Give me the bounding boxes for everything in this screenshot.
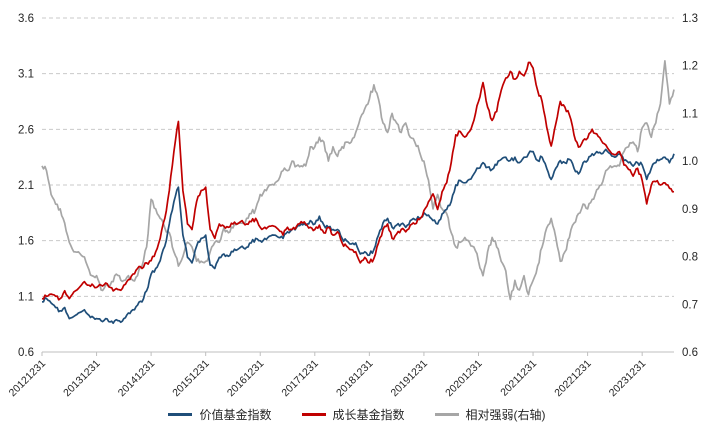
right-axis-tick-label: 0.7	[682, 299, 698, 311]
right-axis-tick-label: 0.6	[682, 347, 698, 359]
left-axis-tick-label: 1.1	[18, 291, 34, 303]
right-axis-tick-label: 0.8	[682, 252, 698, 264]
left-axis-tick-label: 3.6	[18, 13, 34, 25]
right-axis-tick-label: 1.1	[682, 108, 698, 120]
chart-legend: 价值基金指数 成长基金指数 相对强弱(右轴)	[0, 406, 714, 423]
legend-item-growth-fund-index: 成长基金指数	[301, 406, 405, 423]
x-axis-tick-label: 20231231	[607, 358, 649, 400]
legend-label-value-fund: 价值基金指数	[199, 408, 272, 422]
x-axis-tick-label: 20201231	[443, 358, 485, 400]
legend-item-value-fund-index: 价值基金指数	[168, 406, 272, 423]
legend-label-relative-strength: 相对强弱(右轴)	[465, 408, 546, 422]
right-axis-tick-label: 1.0	[682, 156, 698, 168]
relative-strength-line	[41, 60, 675, 301]
x-axis-tick-label: 20161231	[225, 358, 267, 400]
right-axis-tick-label: 1.2	[682, 61, 698, 73]
left-axis-tick-label: 1.6	[18, 236, 34, 248]
x-axis-tick-label: 20181231	[334, 358, 376, 400]
x-axis-tick-label: 20141231	[116, 358, 158, 400]
relative-strength-line-swatch	[434, 413, 459, 416]
left-axis-tick-label: 2.1	[18, 180, 34, 192]
x-axis-tick-label: 20121231	[7, 358, 49, 400]
left-axis-tick-label: 2.6	[18, 124, 34, 136]
legend-item-relative-strength: 相对强弱(右轴)	[434, 406, 546, 423]
right-axis-tick-label: 1.3	[682, 13, 698, 25]
growth-fund-line	[41, 61, 675, 301]
x-axis-tick-label: 20171231	[279, 358, 321, 400]
x-axis-tick-label: 20131231	[61, 358, 103, 400]
x-axis-tick-label: 20191231	[389, 358, 431, 400]
right-axis-tick-label: 0.9	[682, 204, 698, 216]
legend-label-growth-fund: 成长基金指数	[332, 408, 405, 422]
left-axis-tick-label: 3.1	[18, 69, 34, 81]
left-axis-tick-label: 0.6	[18, 347, 34, 359]
x-axis-tick-label: 20151231	[170, 358, 212, 400]
value-fund-line	[41, 148, 675, 325]
growth-fund-line-swatch	[301, 413, 326, 416]
x-axis-tick-label: 20221231	[552, 358, 594, 400]
value-fund-line-swatch	[168, 413, 193, 416]
x-axis-tick-label: 20211231	[498, 358, 539, 399]
